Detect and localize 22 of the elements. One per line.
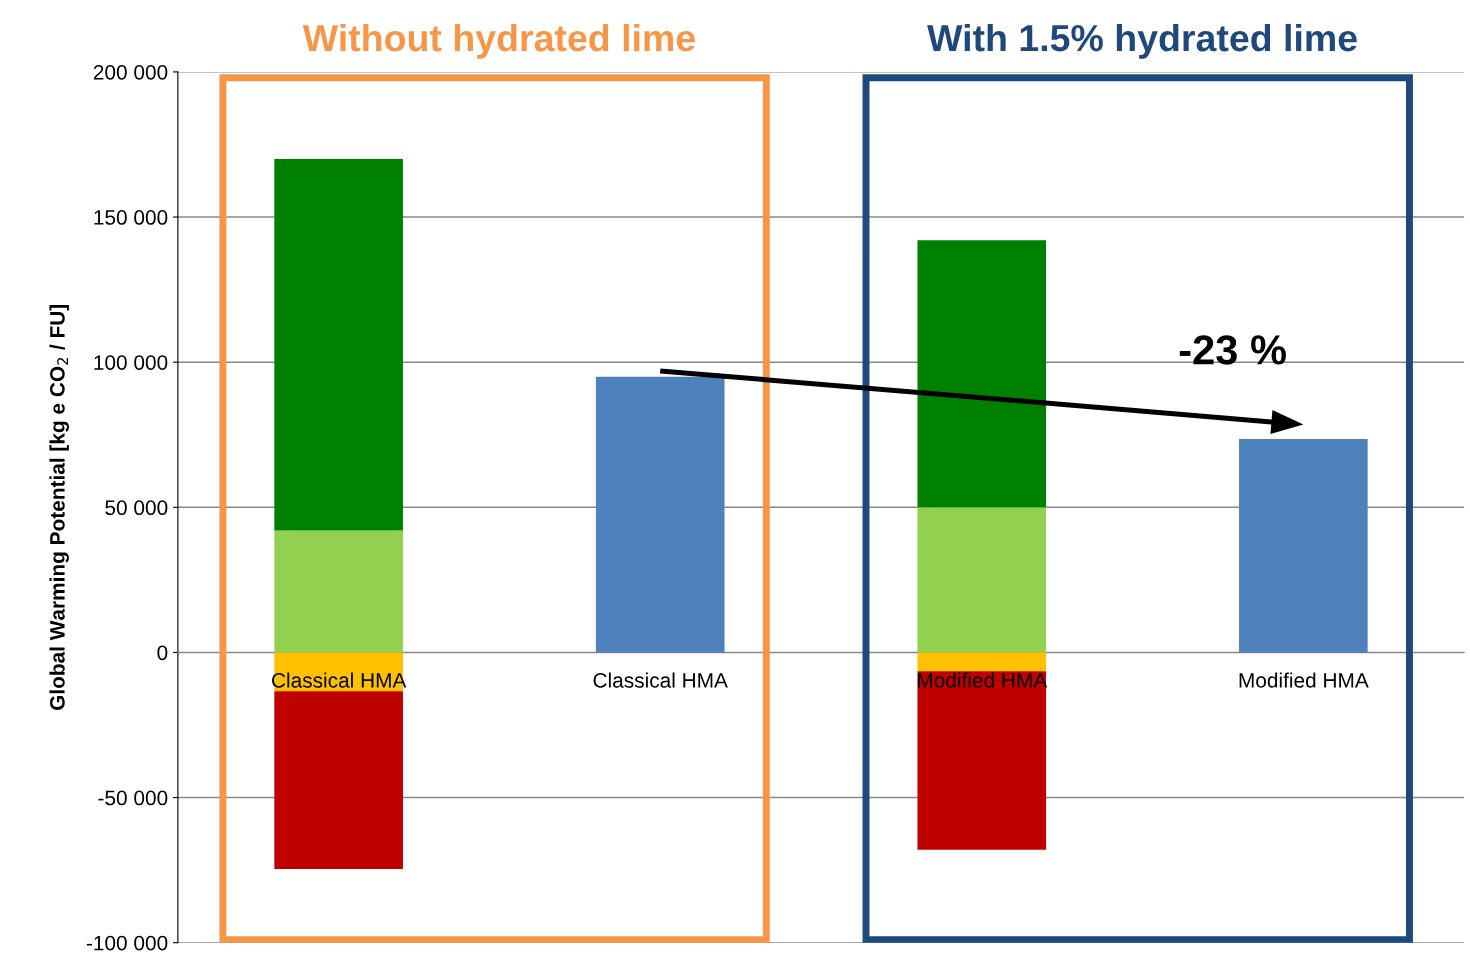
- y-tick-label: -50 000: [98, 790, 168, 806]
- bar: [917, 240, 1047, 508]
- bar: [274, 691, 403, 869]
- text: Without hydrated lime: [302, 23, 695, 59]
- bar: [1239, 439, 1368, 653]
- y-tick-label: 200 000: [93, 64, 168, 80]
- text: With 1.5% hydrated lime: [927, 23, 1357, 59]
- y-tick-label: 100 000: [94, 355, 168, 370]
- y-tick-label: 150 000: [94, 210, 168, 225]
- bar: [917, 671, 1047, 850]
- bar: [917, 652, 1047, 672]
- bar: [274, 159, 403, 531]
- bar: [917, 507, 1047, 653]
- annotation: -23 %: [1179, 335, 1286, 365]
- y-tick-label: -100 000: [86, 935, 168, 951]
- x-tick-label: Modified HMA: [1239, 672, 1369, 688]
- y-axis-title: Global Warming Potential [kg e CO$_{2}$ / FU]: [49, 304, 69, 710]
- bar: [274, 530, 403, 653]
- y-tick-label: 0: [157, 645, 168, 661]
- bar: [595, 376, 725, 653]
- y-tick-label: 50 000: [105, 500, 168, 516]
- x-tick-label: Classical HMA: [593, 672, 728, 688]
